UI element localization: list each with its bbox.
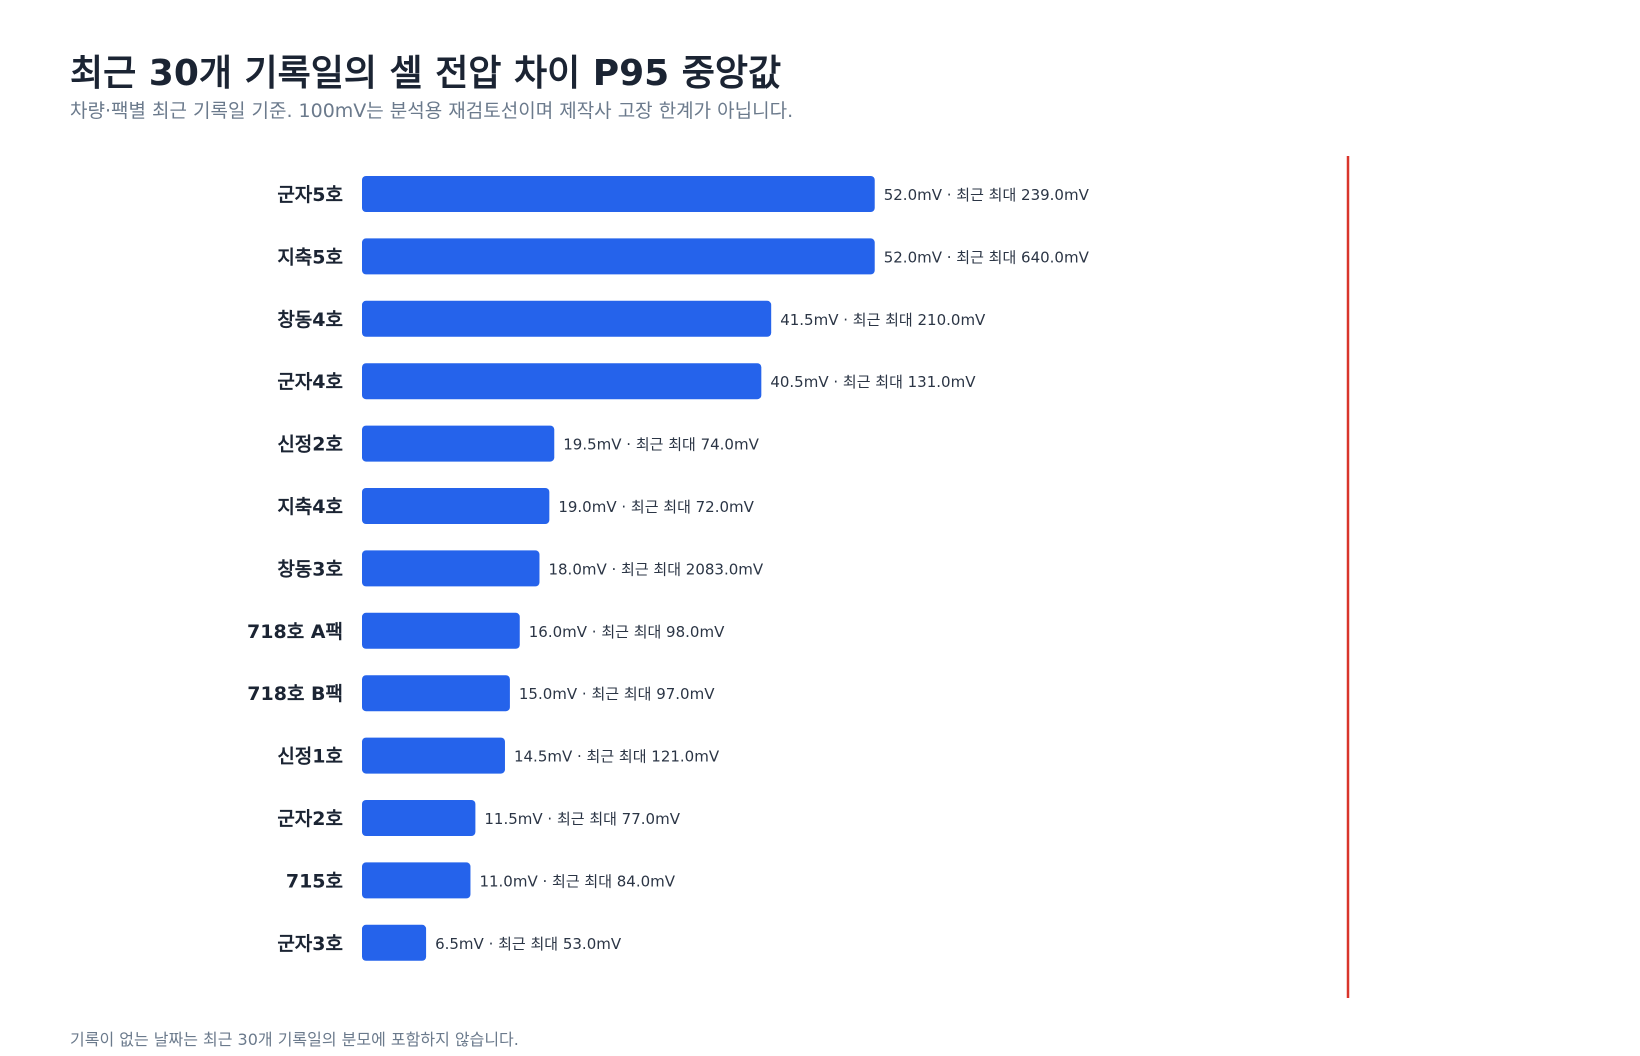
category-label: 군자2호: [277, 808, 343, 830]
value-label: 40.5mV · 최근 최대 131.0mV: [770, 373, 976, 391]
bar-chart: 군자5호 52.0mV · 최근 최대 239.0mV 지축5호 52.0mV · 최…: [247, 156, 1350, 998]
value-label: 19.5mV · 최근 최대 74.0mV: [563, 436, 759, 454]
bar: [362, 550, 540, 587]
bar: [362, 425, 555, 462]
value-label: 52.0mV · 최근 최대 640.0mV: [884, 248, 1090, 266]
value-label: 41.5mV · 최근 최대 210.0mV: [780, 311, 986, 329]
category-label: 715호: [286, 870, 343, 892]
value-label: 11.0mV · 최근 최대 84.0mV: [479, 872, 675, 890]
category-label: 군자5호: [277, 184, 343, 206]
value-label: 11.5mV · 최근 최대 77.0mV: [484, 810, 680, 828]
category-label: 신정2호: [277, 434, 343, 456]
chart-title: 최근 30개 기록일의 셀 전압 차이 P95 중앙값: [70, 53, 782, 94]
value-label: 16.0mV · 최근 최대 98.0mV: [529, 623, 725, 641]
category-label: 창동4호: [277, 309, 343, 331]
chart-subtitle: 차량·팩별 최근 기록일 기준. 100mV는 분석용 재검토선이며 제작사 고…: [70, 100, 794, 122]
value-label: 15.0mV · 최근 최대 97.0mV: [519, 685, 715, 703]
value-label: 14.5mV · 최근 최대 121.0mV: [514, 748, 720, 766]
category-label: 지축5호: [277, 246, 343, 268]
category-label: 창동3호: [277, 558, 343, 580]
bar: [362, 176, 875, 212]
bar: [362, 737, 505, 774]
bar: [362, 488, 550, 524]
value-label: 6.5mV · 최근 최대 53.0mV: [435, 935, 622, 953]
bar: [362, 924, 427, 961]
bar: [362, 675, 510, 712]
category-label: 지축4호: [277, 496, 343, 518]
bar: [362, 612, 520, 649]
category-label: 신정1호: [277, 746, 343, 768]
bar: [362, 800, 476, 836]
bar: [362, 862, 471, 899]
value-label: 52.0mV · 최근 최대 239.0mV: [884, 186, 1090, 204]
bar: [362, 238, 875, 275]
value-label: 19.0mV · 최근 최대 72.0mV: [558, 498, 754, 516]
bar: [362, 300, 772, 337]
category-label: 군자3호: [277, 933, 343, 955]
category-label: 군자4호: [277, 371, 343, 393]
footnote: 기록이 없는 날짜는 최근 30개 기록일의 분모에 포함하지 않습니다.: [70, 1030, 519, 1049]
category-label: 718호 B팩: [247, 683, 343, 705]
bar: [362, 363, 762, 400]
value-label: 18.0mV · 최근 최대 2083.0mV: [548, 560, 763, 578]
category-label: 718호 A팩: [247, 621, 343, 643]
